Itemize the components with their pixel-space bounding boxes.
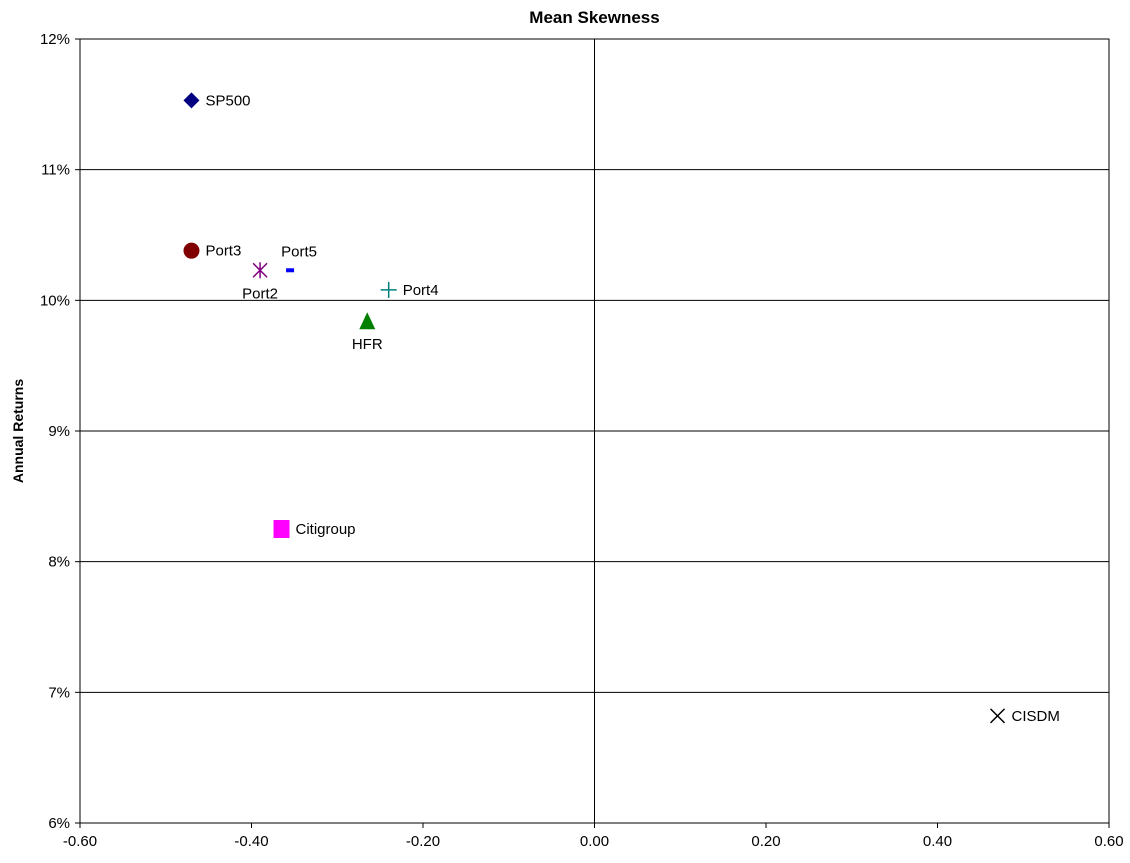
data-label-port4: Port4 [403, 282, 439, 299]
point-hfr [359, 312, 376, 330]
point-citigroup [273, 520, 290, 538]
point-port5 [286, 268, 295, 273]
y-tick-label: 7% [48, 684, 70, 701]
x-tick-label: 0.60 [1094, 833, 1123, 850]
data-label-hfr: HFR [352, 336, 383, 353]
point-port2 [252, 262, 268, 279]
x-tick-label: 0.20 [751, 833, 780, 850]
point-port3 [183, 242, 200, 259]
data-points: SP500 Port3 Port2 Port5 Port4 HFR Citigroup CIS… [183, 92, 1060, 725]
x-tick-label: 0.40 [923, 833, 952, 850]
data-label-port5: Port5 [281, 243, 317, 260]
y-tick-label: 11% [41, 162, 70, 179]
y-tick-label: 6% [48, 815, 70, 832]
chart-title: Mean Skewness [529, 8, 660, 27]
y-tick-label: 8% [48, 554, 70, 571]
point-cisdm [989, 708, 1006, 724]
x-axis-ticks: -0.60 -0.40 -0.20 0.00 0.20 0.40 0.60 [63, 823, 1124, 850]
grid-lines [80, 38, 1109, 824]
data-label-cisdm: CISDM [1012, 708, 1060, 725]
data-label-port2: Port2 [242, 285, 278, 302]
point-sp500 [183, 92, 200, 109]
y-tick-label: 10% [40, 292, 70, 309]
y-axis-ticks: 6% 7% 8% 9% 10% 11% 12% [40, 31, 80, 832]
x-tick-label: -0.40 [234, 833, 268, 850]
x-tick-label: -0.20 [406, 833, 440, 850]
y-tick-label: 12% [40, 31, 70, 48]
data-label-citigroup: Citigroup [296, 521, 356, 538]
x-tick-label: 0.00 [580, 833, 609, 850]
x-tick-label: -0.60 [63, 833, 97, 850]
data-label-sp500: SP500 [205, 92, 250, 109]
data-label-port3: Port3 [205, 243, 241, 260]
point-port4 [380, 281, 397, 298]
y-tick-label: 9% [48, 423, 70, 440]
